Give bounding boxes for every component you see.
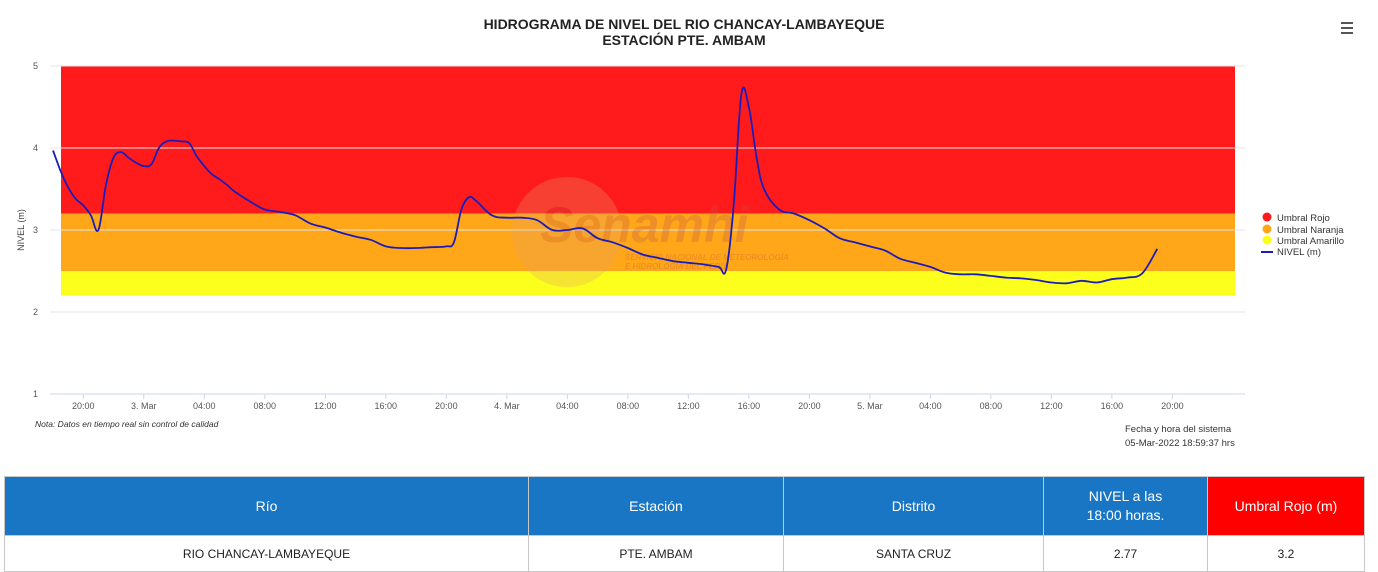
x-axis-tick-labels: 20:00 3. Mar 04:00 08:00 12:00 16:00 20:00 4. M… <box>72 401 1184 411</box>
legend-item-umbral-amarillo[interactable]: Umbral Amarillo <box>1262 235 1345 248</box>
x-tick-label: 04:00 <box>556 401 579 411</box>
band-umbral-amarillo <box>61 271 1235 296</box>
y-tick-label: 4 <box>33 143 38 153</box>
watermark-line-2: E HIDROLOGÍA DEL PERÚ <box>625 262 726 271</box>
x-tick-label: 08:00 <box>617 401 640 411</box>
x-tick-label: 08:00 <box>980 401 1003 411</box>
threshold-bands <box>61 66 1235 296</box>
table-header-row: Río Estación Distrito NIVEL a las 18:00 … <box>4 476 1365 536</box>
system-time-label: Fecha y hora del sistema <box>1125 424 1232 435</box>
band-umbral-naranja <box>61 213 1235 271</box>
hydrograph-chart: Senamhi SERVICIO NACIONAL DE METEOROLOGÍ… <box>16 16 1345 449</box>
x-tick-label: 16:00 <box>1101 401 1124 411</box>
chart-title: HIDROGRAMA DE NIVEL DEL RIO CHANCAY-LAMB… <box>484 16 885 32</box>
legend-swatch-amarillo <box>1262 235 1272 245</box>
cell-estacion: PTE. AMBAM <box>528 535 784 572</box>
x-tick-label: 16:00 <box>738 401 761 411</box>
senamhi-watermark: Senamhi SERVICIO NACIONAL DE METEOROLOGÍ… <box>512 177 789 287</box>
x-tick-label: 04:00 <box>919 401 942 411</box>
cell-rio: RIO CHANCAY-LAMBAYEQUE <box>4 535 529 572</box>
x-tick-label: 4. Mar <box>494 401 520 411</box>
system-time-value: 05-Mar-2022 18:59:37 hrs <box>1125 438 1235 449</box>
chart-subtitle: ESTACIÓN PTE. AMBAM <box>602 31 765 48</box>
y-axis-title: NIVEL (m) <box>16 209 26 251</box>
x-tick-label: 12:00 <box>1040 401 1063 411</box>
cell-nivel: 2.77 <box>1043 535 1208 572</box>
x-tick-label: 20:00 <box>1161 401 1184 411</box>
table-row: RIO CHANCAY-LAMBAYEQUE PTE. AMBAM SANTA … <box>4 535 1365 572</box>
cell-umbral: 3.2 <box>1207 535 1365 572</box>
x-tick-label: 12:00 <box>677 401 700 411</box>
series-line-nivel <box>52 86 1159 285</box>
legend-label-naranja: Umbral Naranja <box>1277 225 1344 236</box>
x-tick-label: 20:00 <box>798 401 821 411</box>
legend-item-umbral-rojo[interactable]: Umbral Rojo <box>1262 212 1330 225</box>
y-tick-label: 3 <box>33 225 38 235</box>
legend: Umbral Rojo Umbral Naranja Umbral Amaril… <box>1261 212 1345 258</box>
watermark-brand: Senamhi <box>540 197 750 253</box>
y-tick-label: 1 <box>33 389 38 399</box>
header-nivel: NIVEL a las 18:00 horas. <box>1043 476 1208 536</box>
x-tick-label: 08:00 <box>254 401 277 411</box>
legend-label-nivel: NIVEL (m) <box>1277 247 1321 258</box>
legend-item-umbral-naranja[interactable]: Umbral Naranja <box>1262 224 1345 237</box>
watermark-line-1: SERVICIO NACIONAL DE METEOROLOGÍA <box>625 253 789 262</box>
legend-swatch-rojo <box>1262 212 1272 222</box>
header-distrito: Distrito <box>783 476 1044 536</box>
watermark-sun-icon <box>512 177 622 287</box>
legend-label-amarillo: Umbral Amarillo <box>1277 236 1344 247</box>
quality-note: Nota: Datos en tiempo real sin control d… <box>35 419 219 429</box>
legend-label-rojo: Umbral Rojo <box>1277 213 1330 224</box>
y-axis-tick-labels: 1 2 3 4 5 <box>33 61 38 399</box>
y-tick-label: 2 <box>33 307 38 317</box>
x-tick-label: 12:00 <box>314 401 337 411</box>
x-tick-label: 20:00 <box>72 401 95 411</box>
x-tick-label: 3. Mar <box>131 401 157 411</box>
x-tick-label: 20:00 <box>435 401 458 411</box>
header-nivel-line-1: NIVEL a las <box>1088 488 1163 504</box>
x-tick-label: 5. Mar <box>857 401 883 411</box>
header-nivel-line-2: 18:00 horas. <box>1086 507 1165 523</box>
cell-distrito: SANTA CRUZ <box>783 535 1044 572</box>
hamburger-menu-icon[interactable] <box>1336 18 1358 38</box>
legend-swatch-naranja <box>1262 224 1272 234</box>
station-table: Río Estación Distrito NIVEL a las 18:00 … <box>4 476 1365 572</box>
legend-item-nivel[interactable]: NIVEL (m) <box>1261 247 1321 258</box>
x-axis-ticks <box>82 394 1173 399</box>
header-rio: Río <box>4 476 529 536</box>
y-tick-label: 5 <box>33 61 38 71</box>
x-tick-label: 04:00 <box>193 401 216 411</box>
series-group <box>52 86 1159 285</box>
header-umbral-rojo: Umbral Rojo (m) <box>1207 476 1365 536</box>
header-estacion: Estación <box>528 476 784 536</box>
x-tick-label: 16:00 <box>375 401 398 411</box>
band-umbral-rojo <box>61 66 1235 214</box>
